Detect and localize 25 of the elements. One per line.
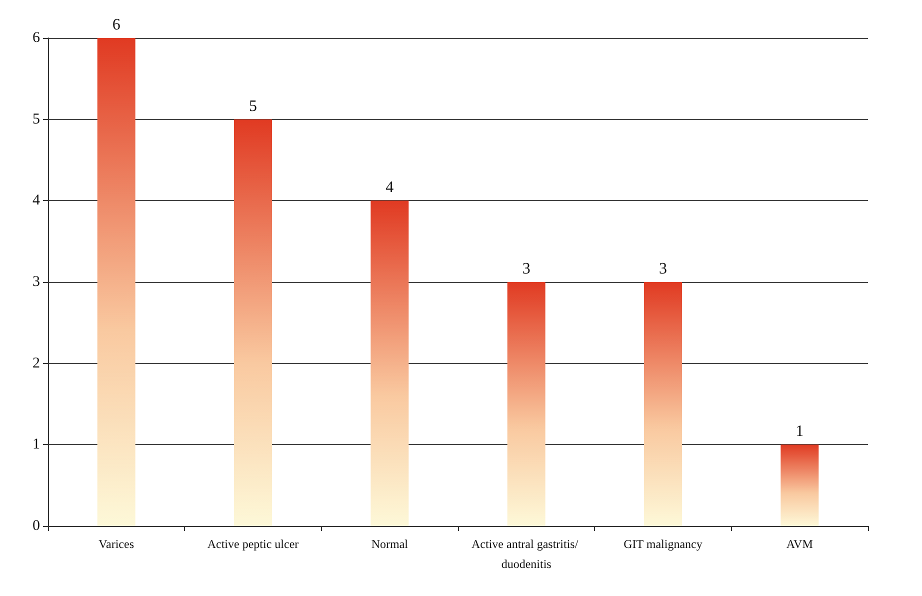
x-tick-label: Normal bbox=[371, 537, 409, 551]
data-label: 4 bbox=[386, 179, 394, 196]
bar bbox=[370, 200, 409, 526]
x-tick-label: Varices bbox=[98, 537, 134, 551]
data-label: 3 bbox=[659, 260, 667, 278]
data-label: 5 bbox=[249, 98, 257, 115]
y-tick-label: 3 bbox=[32, 274, 40, 290]
x-tick-label: GIT malignancy bbox=[624, 537, 702, 551]
y-tick-label: 2 bbox=[32, 355, 40, 372]
bar bbox=[780, 444, 819, 526]
x-tick-label: Active antral gastritis/ duodenitis bbox=[472, 537, 582, 571]
y-tick-label: 4 bbox=[32, 192, 40, 209]
data-label: 3 bbox=[522, 260, 530, 278]
x-tick-label: AVM bbox=[786, 537, 814, 551]
y-tick-label: 6 bbox=[32, 30, 40, 46]
y-tick-label: 0 bbox=[32, 518, 40, 534]
x-tick-label: Active peptic ulcer bbox=[207, 537, 299, 551]
y-tick-label: 1 bbox=[32, 436, 40, 453]
bar bbox=[507, 282, 546, 526]
bar bbox=[234, 119, 272, 526]
bar bbox=[644, 282, 682, 526]
bar bbox=[97, 38, 136, 526]
data-label: 1 bbox=[796, 423, 804, 440]
data-label: 6 bbox=[112, 16, 120, 34]
y-tick-label: 5 bbox=[32, 111, 40, 128]
